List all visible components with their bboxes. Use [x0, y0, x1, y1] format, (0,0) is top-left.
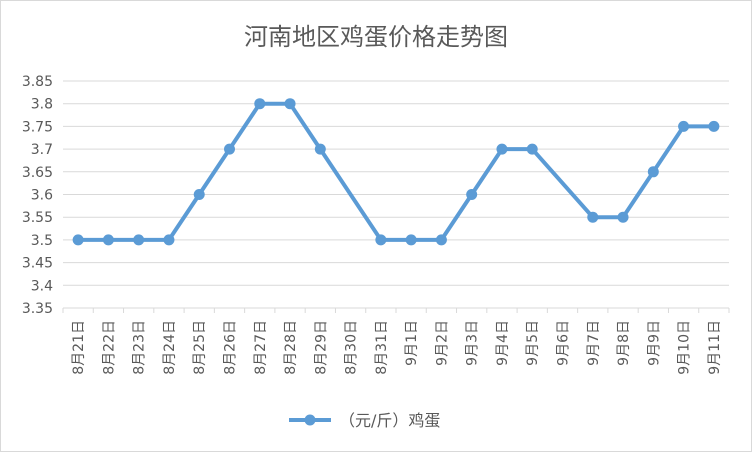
x-tick-label: 9月6日	[556, 320, 572, 366]
data-point	[617, 211, 629, 223]
data-point	[405, 234, 417, 246]
x-tick-label: 9月7日	[586, 320, 602, 366]
x-tick-label: 8月24日	[162, 320, 178, 375]
x-tick-label: 8月28日	[283, 320, 299, 375]
data-point	[466, 189, 478, 200]
data-point	[102, 234, 114, 246]
x-tick-label: 9月9日	[646, 320, 662, 366]
data-point	[708, 120, 720, 132]
data-point	[133, 234, 145, 246]
data-point	[163, 234, 175, 246]
y-tick-label: 3.45	[22, 256, 53, 272]
data-point	[526, 143, 538, 155]
y-tick-label: 3.7	[31, 142, 53, 158]
data-point	[224, 143, 235, 155]
legend-label: （元/斤）鸡蛋	[339, 411, 440, 430]
y-tick-label: 3.85	[22, 74, 53, 90]
x-tick-label: 9月4日	[495, 320, 511, 366]
x-tick-label: 8月23日	[132, 320, 148, 375]
x-tick-label: 8月22日	[101, 320, 117, 375]
gridlines	[63, 80, 729, 309]
data-point	[647, 166, 659, 178]
data-point	[72, 234, 84, 246]
x-tick-label: 8月26日	[223, 320, 239, 375]
data-point	[678, 120, 690, 132]
y-axis-ticks: 3.85 3.8 3.75 3.7 3.65 3.6 3.55 3.5 3.45 3.4 3.35	[22, 74, 53, 317]
y-tick-label: 3.6	[31, 188, 53, 204]
x-tick-label: 8月21日	[71, 320, 87, 375]
chart-title: 河南地区鸡蛋价格走势图	[244, 23, 508, 51]
x-axis-ticks: 8月21日 8月22日 8月23日 8月24日 8月25日 8月26日 8月27日 8月28日…	[62, 308, 730, 375]
x-tick-label: 8月27日	[253, 320, 269, 375]
y-tick-label: 3.35	[22, 301, 53, 317]
x-tick-label: 9月3日	[465, 320, 481, 366]
x-tick-label: 9月1日	[404, 320, 420, 366]
legend: （元/斤）鸡蛋	[289, 411, 440, 430]
y-tick-label: 3.8	[31, 97, 53, 113]
data-point	[193, 189, 205, 200]
x-tick-label: 9月5日	[525, 320, 541, 366]
legend-point-marker	[304, 414, 316, 426]
x-tick-label: 9月11日	[707, 320, 723, 375]
y-tick-label: 3.4	[31, 278, 53, 294]
data-point	[496, 143, 508, 155]
series-points	[72, 98, 720, 246]
y-tick-label: 3.65	[22, 165, 53, 181]
data-point	[284, 98, 296, 110]
y-tick-label: 3.5	[31, 233, 53, 249]
x-tick-label: 8月25日	[192, 320, 208, 375]
data-point	[435, 234, 447, 246]
x-tick-label: 9月10日	[677, 320, 693, 375]
y-tick-label: 3.75	[22, 119, 53, 135]
y-tick-label: 3.55	[22, 210, 53, 226]
x-tick-label: 8月30日	[344, 320, 360, 375]
data-point	[254, 98, 266, 110]
x-tick-label: 9月2日	[434, 320, 450, 366]
data-point	[314, 143, 326, 155]
x-tick-label: 9月8日	[616, 320, 632, 366]
data-point	[587, 211, 599, 223]
x-tick-label: 8月29日	[313, 320, 329, 375]
x-tick-label: 8月31日	[374, 320, 390, 375]
data-point	[375, 234, 387, 246]
